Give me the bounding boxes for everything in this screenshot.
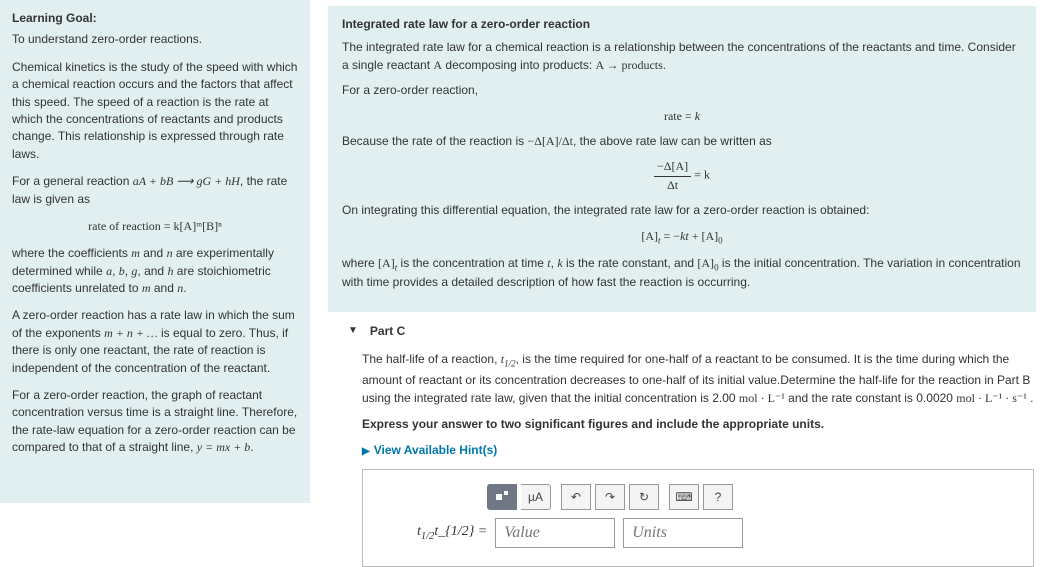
info-p3a: Because the rate of the reaction is: [342, 134, 527, 148]
hints-text: View Available Hint(s): [374, 443, 498, 457]
part-c-label: Part C: [370, 324, 405, 338]
value-input[interactable]: [495, 518, 615, 548]
eq-frac: −Δ[A]Δt = k: [342, 158, 1022, 194]
left-p1: Chemical kinetics is the study of the sp…: [12, 59, 298, 163]
learning-goal-panel: Learning Goal: To understand zero-order …: [0, 0, 310, 503]
right-panel: Integrated rate law for a zero-order rea…: [310, 0, 1046, 503]
eq-rate-k: rate = k: [342, 108, 1022, 125]
decomp-rxn: A → products.: [595, 58, 665, 72]
info-p5: where [A]t is the concentration at time …: [342, 255, 1022, 292]
left-p4: A zero-order reaction has a rate law in …: [12, 307, 298, 377]
reactant-A: A: [433, 58, 442, 72]
integrated-rate-law-box: Integrated rate law for a zero-order rea…: [328, 6, 1036, 312]
frac-den: Δt: [654, 177, 691, 194]
frac-num: −Δ[A]: [654, 158, 691, 176]
redo-button[interactable]: ↷: [595, 484, 625, 510]
left-p5: For a zero-order reaction, the graph of …: [12, 387, 298, 457]
info-p1: The integrated rate law for a chemical r…: [342, 39, 1022, 74]
part-c-section: ▼ Part C The half-life of a reaction, t1…: [328, 320, 1036, 567]
q-a: The half-life of a reaction,: [362, 352, 501, 366]
left-p2: For a general reaction aA + bB ⟶ gG + hH…: [12, 173, 298, 208]
info-p2: For a zero-order reaction,: [342, 82, 1022, 99]
units-input[interactable]: [623, 518, 743, 548]
answer-toolbar: µA ↶ ↷ ↻ ⌨ ?: [487, 484, 1019, 510]
q-d: .: [1027, 391, 1034, 405]
general-reaction: aA + bB ⟶ gG + hH: [133, 174, 240, 188]
keyboard-button[interactable]: ⌨: [669, 484, 699, 510]
help-button[interactable]: ?: [703, 484, 733, 510]
info-p1b: decomposing into products:: [442, 58, 595, 72]
info-title: Integrated rate law for a zero-order rea…: [342, 16, 1022, 33]
info-p4: On integrating this differential equatio…: [342, 202, 1022, 219]
reset-button[interactable]: ↻: [629, 484, 659, 510]
mu-a-button[interactable]: µA: [521, 484, 551, 510]
answer-lhs: t1/2t_{1/2} =: [417, 521, 487, 545]
rate-law-equation: rate of reaction = k[A]ᵐ[B]ⁿ: [12, 218, 298, 235]
q-c: and the rate constant is 0.0020: [785, 391, 956, 405]
eq-integrated: [A]t = −kt + [A]0: [342, 228, 1022, 247]
info-p3: Because the rate of the reaction is −Δ[A…: [342, 133, 1022, 150]
conc-unit: mol · L⁻¹: [739, 391, 785, 405]
answer-input-row: t1/2t_{1/2} =: [417, 518, 1019, 548]
left-p2a: For a general reaction: [12, 174, 133, 188]
learning-goal-text: To understand zero-order reactions.: [12, 31, 298, 48]
part-c-body: The half-life of a reaction, t1/2, is th…: [348, 350, 1034, 567]
rate-expr: −Δ[A]/Δt: [527, 134, 573, 148]
part-c-header[interactable]: ▼ Part C: [348, 324, 1034, 338]
undo-button[interactable]: ↶: [561, 484, 591, 510]
template-button[interactable]: [487, 484, 517, 510]
info-p5a: where: [342, 256, 378, 270]
triangle-right-icon: ▶: [362, 446, 370, 457]
left-p3: where the coefficients m and n are exper…: [12, 245, 298, 297]
frac-rhs: = k: [694, 168, 710, 182]
learning-goal-title: Learning Goal:: [12, 10, 298, 27]
view-hints-link[interactable]: ▶ View Available Hint(s): [362, 441, 1034, 459]
caret-down-icon: ▼: [348, 325, 358, 336]
instr-text: Express your answer to two significant f…: [362, 417, 824, 431]
part-c-instruction: Express your answer to two significant f…: [362, 415, 1034, 433]
part-c-question: The half-life of a reaction, t1/2, is th…: [362, 350, 1034, 407]
answer-box: µA ↶ ↷ ↻ ⌨ ? t1/2t_{1/2} =: [362, 469, 1034, 567]
info-p3b: , the above rate law can be written as: [573, 134, 772, 148]
rate-unit: mol · L⁻¹ · s⁻¹: [956, 391, 1027, 405]
